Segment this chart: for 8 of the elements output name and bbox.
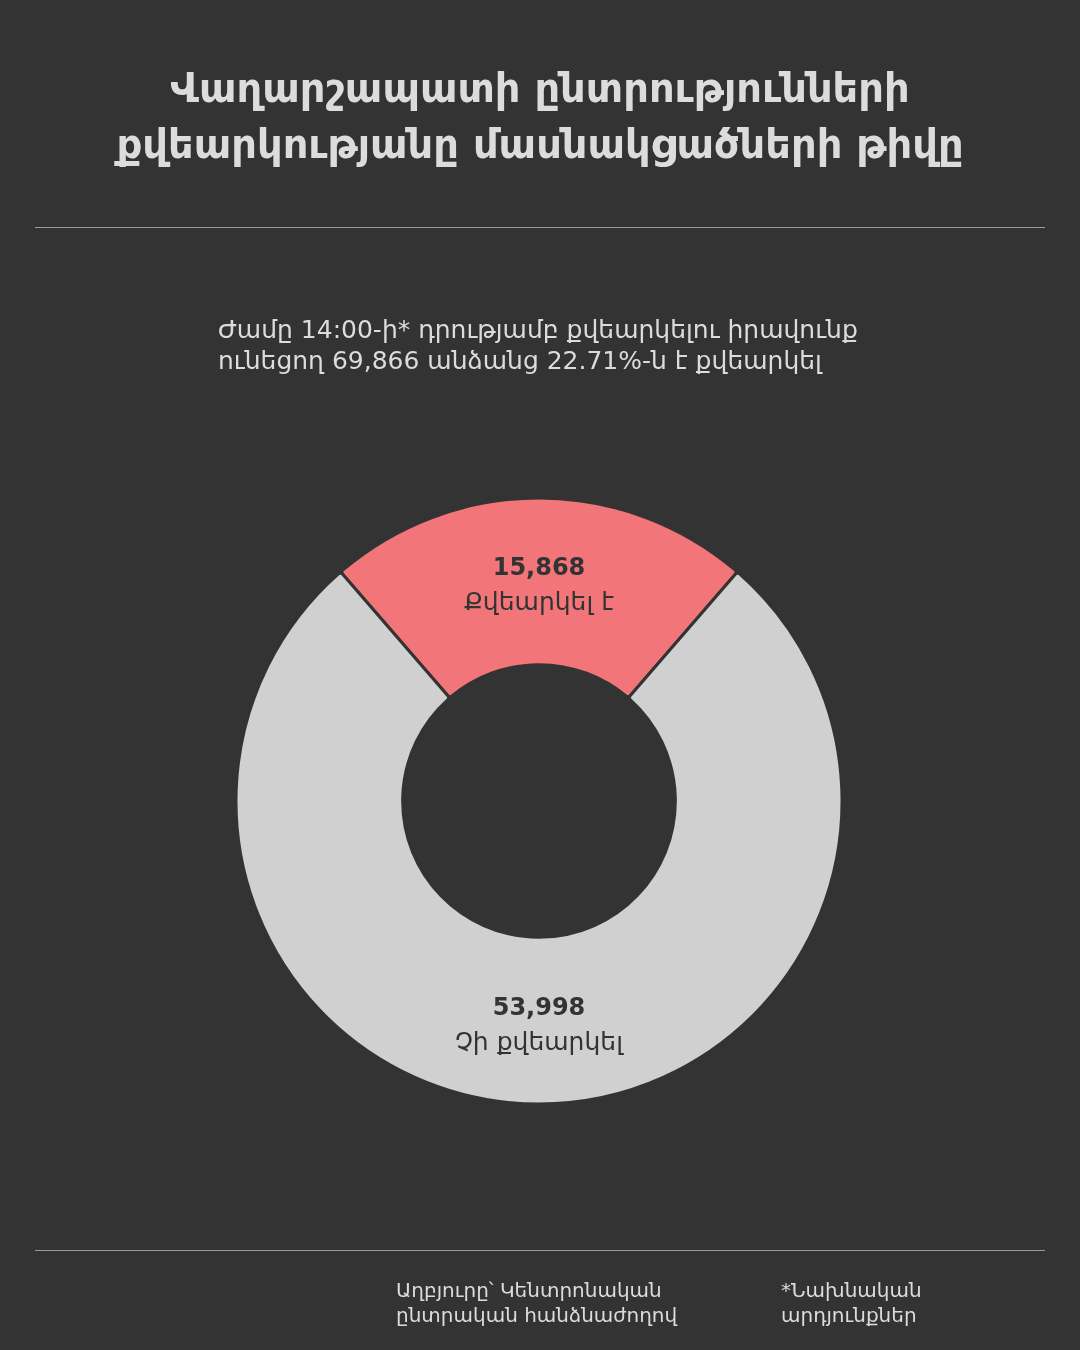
text: Աղբյուրը՝ Կենտրոնական ընտրական հանձնաժողով bbox=[396, 1278, 678, 1328]
data-label: 53,998 bbox=[492, 992, 586, 1021]
chart-title: Վաղարշապատի ընտրությունների քվեարկությանը մասնակցածների թիվը bbox=[113, 64, 965, 169]
data-label: 15,868 bbox=[492, 553, 586, 582]
chart-subtitle: Ժամը 14:00-ի* դրությամբ քվեարկելու իրավունք ունեցող 69,866 անձանց 22.71%-ն է քվեարկել bbox=[218, 314, 859, 376]
slice-label: Քվեարկել է bbox=[463, 587, 615, 617]
slice-label: Չի քվեարկել bbox=[455, 1026, 625, 1056]
text: *Նախնական արդյունքներ bbox=[781, 1278, 922, 1328]
